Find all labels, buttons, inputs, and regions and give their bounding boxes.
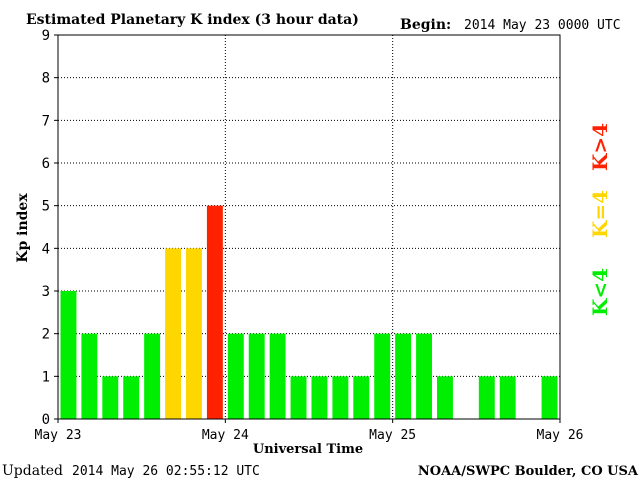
legend-item: K>4 [588, 123, 612, 171]
bar-11 [290, 376, 307, 419]
bar-10 [269, 333, 286, 419]
x-axis-label: Universal Time [253, 442, 363, 457]
bar-17 [416, 333, 432, 419]
y-axis-label: Kp index [15, 193, 31, 263]
bar-13 [332, 376, 349, 419]
x-tick-label: May 25 [369, 428, 416, 443]
y-tick-label: 1 [42, 369, 50, 385]
bar-3 [123, 376, 140, 419]
bars [60, 205, 558, 419]
y-tick-label: 0 [42, 412, 50, 428]
y-tick-label: 6 [42, 156, 50, 172]
legend-item: K=4 [588, 190, 612, 238]
bar-2 [102, 376, 119, 419]
bar-14 [353, 376, 370, 419]
y-tick-label: 9 [42, 28, 50, 44]
bar-7 [206, 205, 223, 419]
y-tick-label: 5 [42, 199, 50, 215]
bar-20 [478, 376, 495, 419]
y-tick-labels: 0 1 2 3 4 5 6 7 8 9 [42, 28, 58, 428]
y-tick-label: 2 [42, 327, 50, 343]
plot-frame [57, 34, 561, 420]
x-tick-labels: May 23 May 24 May 25 May 26 [35, 419, 584, 443]
bar-9 [248, 333, 265, 419]
x-tick-label: May 24 [202, 428, 249, 443]
y-tick-label: 3 [42, 284, 50, 300]
x-tick-label: May 26 [537, 428, 584, 443]
plot-border [57, 34, 561, 420]
bar-6 [186, 248, 202, 419]
bar-8 [227, 333, 244, 419]
y-tick-label: 4 [42, 241, 50, 257]
bar-0 [60, 291, 77, 419]
gridlines [58, 35, 560, 419]
bar-5 [165, 248, 181, 419]
bar-18 [437, 376, 453, 419]
bar-12 [311, 376, 328, 419]
updated-value: 2014 May 26 02:55:12 UTC [72, 464, 260, 479]
begin-label: Begin: [400, 17, 451, 33]
y-tick-label: 7 [42, 113, 50, 129]
bar-1 [81, 333, 98, 419]
legend: K<4 K=4 K>4 [588, 123, 612, 316]
updated-label: Updated [2, 463, 63, 479]
bar-23 [541, 376, 558, 419]
source-credit: NOAA/SWPC Boulder, CO USA [418, 464, 639, 479]
bar-15 [374, 333, 391, 419]
x-tick-label: May 23 [35, 428, 82, 443]
bar-21 [499, 376, 516, 419]
chart-title: Estimated Planetary K index (3 hour data… [26, 12, 359, 28]
begin-value: 2014 May 23 0000 UTC [464, 18, 621, 33]
bar-16 [395, 333, 412, 419]
legend-item: K<4 [588, 268, 612, 316]
y-tick-label: 8 [42, 71, 50, 87]
bar-4 [144, 333, 161, 419]
